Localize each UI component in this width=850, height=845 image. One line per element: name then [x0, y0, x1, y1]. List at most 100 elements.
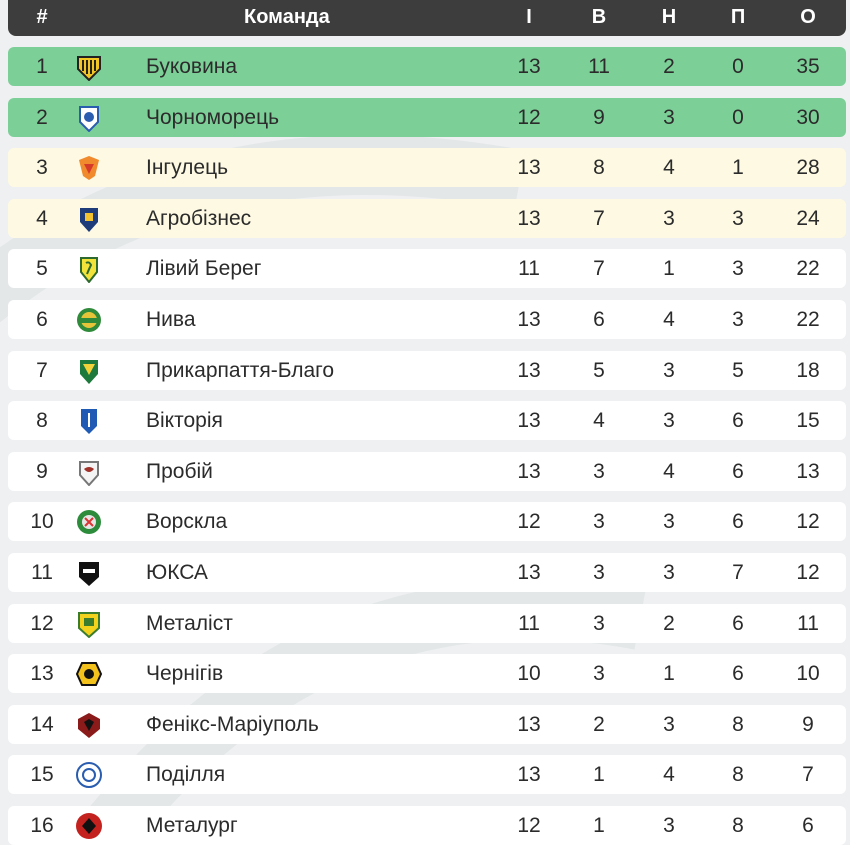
team-name-link[interactable]: ЮКСА — [146, 561, 208, 584]
points-cell: 22 — [796, 257, 820, 281]
position-cell: 6 — [36, 308, 48, 331]
won-cell: 3 — [593, 662, 605, 686]
played-cell: 13 — [517, 459, 541, 483]
metalurh-crest-icon — [76, 813, 102, 839]
header-drawn: Н — [661, 6, 677, 28]
team-name-link[interactable]: Агробізнес — [146, 206, 252, 230]
team-name-link[interactable]: Поділля — [146, 763, 226, 787]
drawn-cell: 4 — [663, 763, 675, 787]
header-lost: П — [730, 6, 746, 28]
team-name-link[interactable]: Чернігів — [146, 662, 224, 686]
table-row[interactable]: 9 Пробій 13 3 4 6 13 — [8, 451, 846, 491]
played-cell: 13 — [517, 156, 541, 180]
team-name-link[interactable]: Чорноморець — [146, 105, 280, 129]
drawn-cell: 3 — [663, 561, 675, 584]
position-cell: 4 — [36, 206, 48, 230]
header-position: # — [36, 6, 48, 28]
yuksa-crest-icon — [79, 562, 99, 586]
drawn-cell: 3 — [663, 358, 675, 382]
won-cell: 3 — [593, 459, 605, 483]
inhulets-crest-icon — [79, 156, 99, 181]
points-cell: 30 — [796, 105, 820, 129]
points-cell: 35 — [796, 55, 820, 78]
position-cell: 10 — [30, 510, 54, 534]
played-cell: 11 — [518, 611, 540, 635]
lost-cell: 5 — [732, 358, 744, 382]
won-cell: 8 — [593, 156, 605, 180]
table-row[interactable]: 13 Чернігів 10 3 1 6 10 — [8, 654, 846, 694]
team-name-link[interactable]: Ворскла — [146, 510, 228, 534]
table-row[interactable]: 1 Буковина 13 11 2 0 35 — [8, 47, 846, 86]
played-cell: 13 — [517, 712, 541, 736]
team-name-link[interactable]: Металург — [146, 814, 238, 837]
lost-cell: 6 — [732, 611, 744, 635]
position-cell: 11 — [31, 561, 53, 584]
drawn-cell: 4 — [663, 308, 675, 331]
table-row[interactable]: 8 Вікторія 13 4 3 6 15 — [8, 401, 846, 441]
drawn-cell: 4 — [663, 459, 675, 483]
header-team: Команда — [244, 6, 330, 28]
team-name-link[interactable]: Інгулець — [146, 156, 229, 180]
header-points: О — [800, 6, 816, 28]
won-cell: 3 — [593, 611, 605, 635]
lost-cell: 0 — [732, 55, 744, 78]
chornomorets-crest-icon — [79, 105, 99, 132]
table-row[interactable]: 4 Агробізнес 13 7 3 3 24 — [8, 198, 846, 238]
lost-cell: 3 — [732, 308, 744, 331]
table-row[interactable]: 11 ЮКСА 13 3 3 7 12 — [8, 553, 846, 592]
position-cell: 2 — [36, 105, 48, 129]
lost-cell: 1 — [732, 156, 744, 180]
table-row[interactable]: 3 Інгулець 13 8 4 1 28 — [8, 148, 846, 188]
drawn-cell: 2 — [663, 55, 675, 78]
points-cell: 7 — [802, 763, 814, 787]
probii-crest-icon — [79, 460, 99, 486]
won-cell: 1 — [593, 763, 605, 787]
table-row[interactable]: 15 Поділля 13 1 4 8 7 — [8, 755, 846, 795]
points-cell: 9 — [802, 712, 814, 736]
lost-cell: 8 — [732, 814, 744, 837]
team-name-link[interactable]: Вікторія — [146, 409, 223, 433]
points-cell: 10 — [796, 662, 820, 686]
team-name-link[interactable]: Металіст — [146, 611, 233, 635]
team-name-link[interactable]: Нива — [146, 308, 196, 331]
team-name-link[interactable]: Прикарпаття-Благо — [146, 358, 335, 382]
points-cell: 28 — [796, 156, 820, 180]
team-name-link[interactable]: Пробій — [146, 459, 213, 483]
lost-cell: 8 — [732, 763, 744, 787]
won-cell: 7 — [593, 257, 605, 281]
played-cell: 11 — [518, 257, 540, 281]
played-cell: 13 — [517, 358, 541, 382]
won-cell: 9 — [593, 105, 605, 129]
team-name-link[interactable]: Фенікс-Маріуполь — [146, 712, 319, 736]
chernihiv-crest-icon — [75, 662, 103, 687]
table-row[interactable]: 2 Чорноморець 12 9 3 0 30 — [8, 97, 846, 137]
points-cell: 15 — [796, 409, 820, 433]
table-row[interactable]: 10 Ворскла 12 3 3 6 12 — [8, 502, 846, 542]
table-row[interactable]: 16 Металург 12 1 3 8 6 — [8, 806, 846, 845]
team-name-link[interactable]: Лівий Берег — [146, 257, 262, 281]
metalist-crest-icon — [78, 611, 100, 638]
table-row[interactable]: 14 Фенікс-Маріуполь 13 2 3 8 9 — [8, 704, 846, 744]
won-cell: 2 — [593, 712, 605, 736]
lost-cell: 0 — [732, 105, 744, 129]
table-row[interactable]: 6 Нива 13 6 4 3 22 — [8, 300, 846, 339]
drawn-cell: 3 — [663, 409, 675, 433]
position-cell: 13 — [30, 662, 54, 686]
played-cell: 10 — [517, 662, 541, 686]
table-row[interactable]: 12 Металіст 11 3 2 6 11 — [8, 603, 846, 643]
position-cell: 14 — [30, 712, 54, 736]
drawn-cell: 2 — [663, 611, 675, 635]
viktoriia-crest-icon — [81, 409, 97, 435]
played-cell: 13 — [517, 763, 541, 787]
position-cell: 15 — [30, 763, 54, 787]
team-name-link[interactable]: Буковина — [146, 55, 238, 78]
position-cell: 7 — [36, 358, 48, 382]
lost-cell: 8 — [732, 712, 744, 736]
lost-cell: 7 — [732, 561, 744, 584]
prykarpattia-crest-icon — [80, 359, 98, 384]
played-cell: 13 — [517, 55, 541, 78]
played-cell: 12 — [517, 814, 541, 837]
position-cell: 1 — [36, 55, 48, 78]
table-row[interactable]: 5 Лівий Берег 11 7 1 3 22 — [8, 249, 846, 289]
table-row[interactable]: 7 Прикарпаття-Благо 13 5 3 5 18 — [8, 350, 846, 390]
